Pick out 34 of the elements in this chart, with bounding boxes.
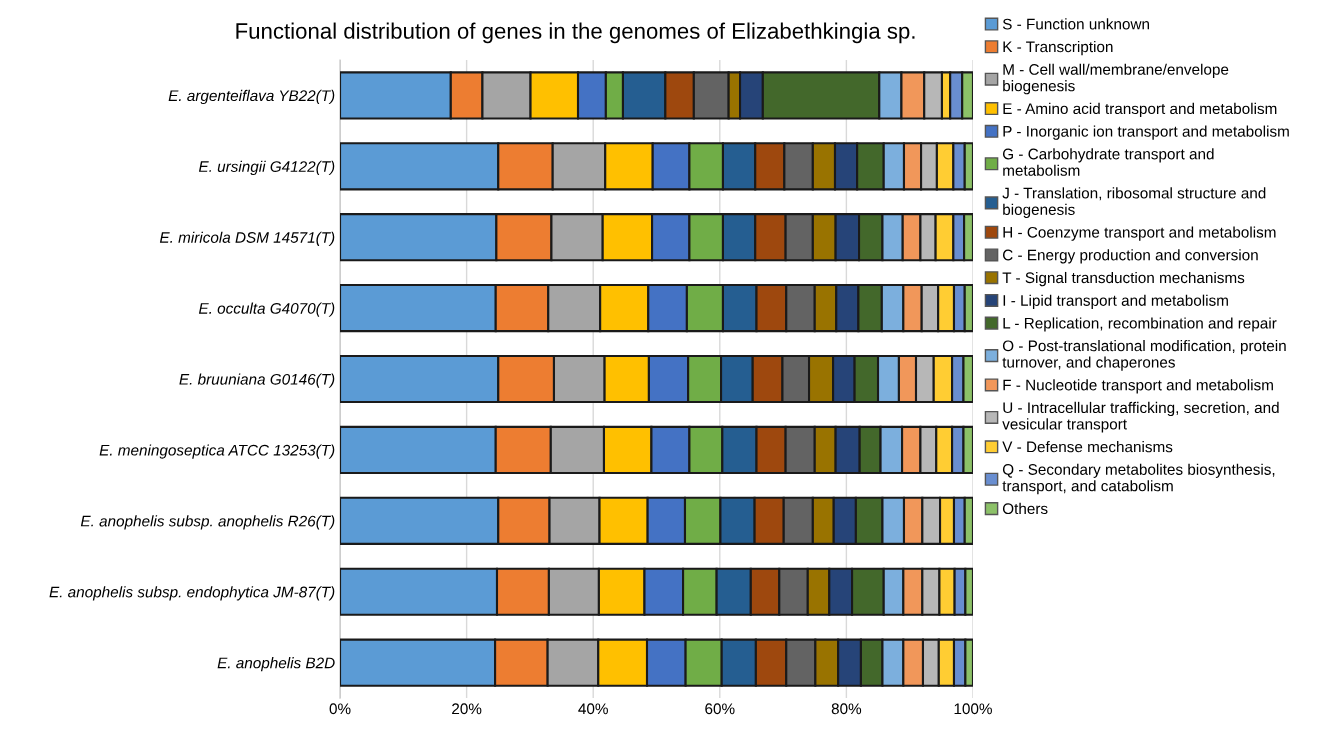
legend-label: T - Signal transduction mechanisms xyxy=(1002,271,1245,287)
legend-label: G - Carbohydrate transport and metabolism xyxy=(1002,148,1214,176)
y-tick-label: E. bruuniana G0146(T) xyxy=(179,373,335,388)
legend-label: H - Coenzyme transport and metabolism xyxy=(1003,226,1276,241)
legend-label: O - Post-translational modification, protein turnover, and chaperones xyxy=(1002,340,1286,371)
x-tick-label: 20% xyxy=(452,703,482,715)
legend-label: K - Transcription xyxy=(1003,41,1113,56)
legend-label: U - Intracellular trafficking, secretion, and vesicular transport xyxy=(1002,401,1279,433)
x-tick-label: 80% xyxy=(831,703,862,715)
y-tick-label: E. argenteiflava YB22(T) xyxy=(168,89,335,105)
x-tick-label: 100% xyxy=(954,703,992,715)
y-tick-label: E. anophelis B2D xyxy=(217,657,335,672)
y-tick-label: E. occulta G4070(T) xyxy=(198,302,335,317)
legend-label: Q - Secondary metabolites biosynthesis, transport, and catabolism xyxy=(1002,463,1275,495)
y-tick-label: E. ursingii G4122(T) xyxy=(198,160,335,176)
y-tick-label: E. anophelis subsp. endophytica JM-87(T) xyxy=(49,586,335,601)
legend-label: E - Amino acid transport and metabolism xyxy=(1003,102,1277,118)
legend-label: J - Translation, ribosomal structure and biogenesis xyxy=(1002,187,1266,218)
x-tick-label: 60% xyxy=(705,703,735,715)
legend-label: C - Energy production and conversion xyxy=(1002,249,1258,264)
legend-label: Others xyxy=(1002,502,1048,515)
y-tick-label: E. anophelis subsp. anophelis R26(T) xyxy=(80,515,335,530)
legend-label: P - Inorganic ion transport and metabolism xyxy=(1003,125,1289,140)
y-tick-label: E. meningoseptica ATCC 13253(T) xyxy=(99,444,335,459)
legend-label: I - Lipid transport and metabolism xyxy=(1003,294,1228,309)
legend-label: V - Defense mechanisms xyxy=(1002,441,1173,453)
legend-label: M - Cell wall/membrane/envelope biogenesis xyxy=(1003,63,1229,95)
y-tick-label: E. miricola DSM 14571(T) xyxy=(159,231,335,246)
chart-title: Functional distribution of genes in the genomes of Elizabethkingia sp. xyxy=(236,22,915,44)
x-tick-label: 0% xyxy=(329,703,351,715)
legend-label: S - Function unknown xyxy=(1002,18,1149,30)
legend-label: L - Replication, recombination and repair xyxy=(1003,317,1277,332)
x-tick-label: 40% xyxy=(578,703,608,715)
legend-label: F - Nucleotide transport and metabolism xyxy=(1003,379,1273,394)
